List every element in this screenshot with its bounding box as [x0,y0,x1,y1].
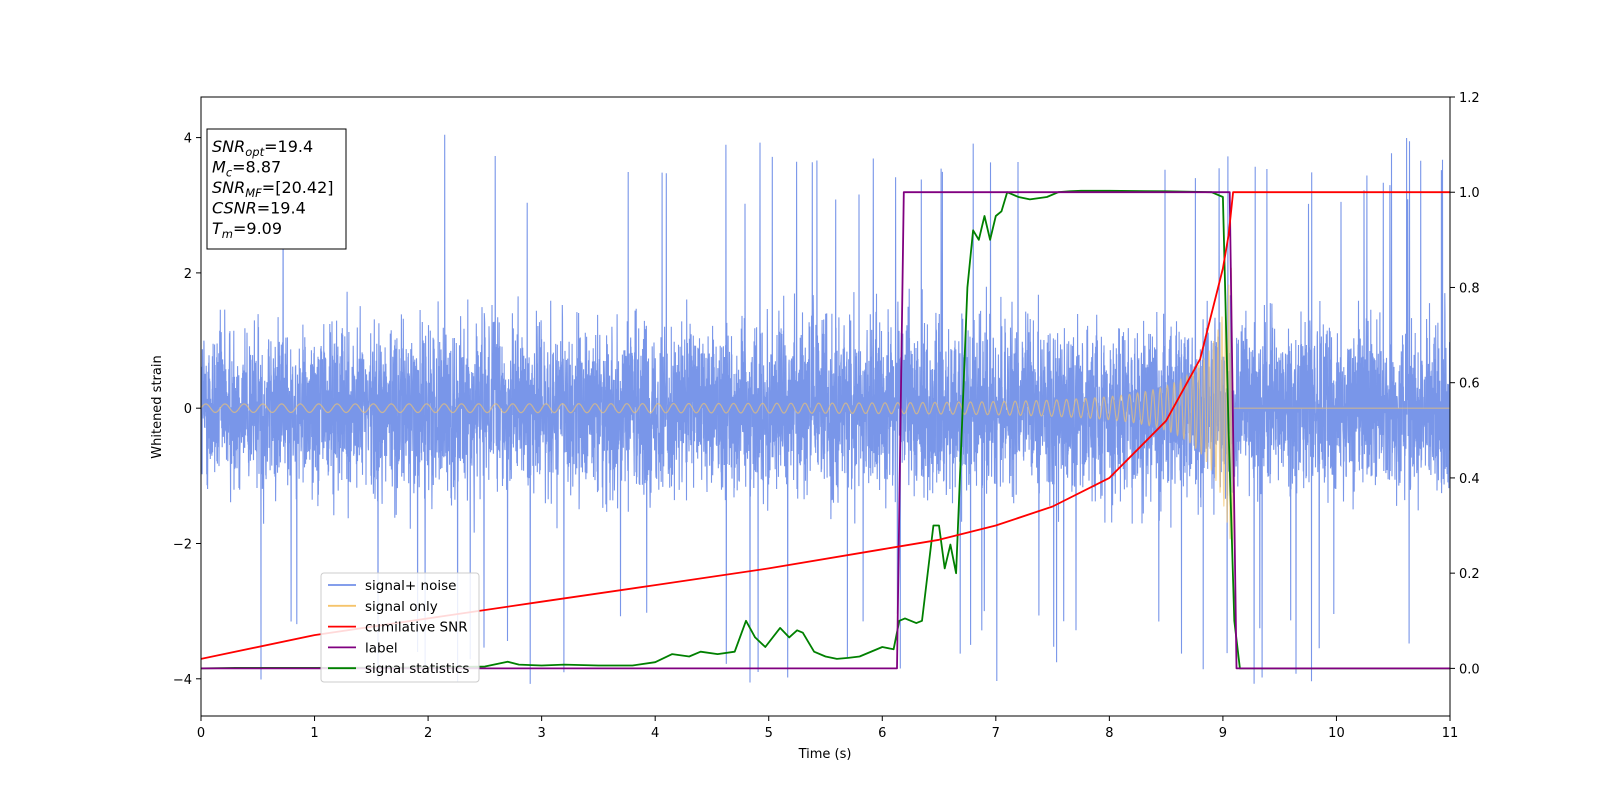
x-tick-label: 10 [1328,726,1345,741]
x-tick-label: 6 [878,726,886,741]
series-signal-statistics-line [201,189,1450,670]
info-box-frame [206,128,347,250]
x-tick-label: 5 [765,726,773,741]
y-tick-label: 0 [184,402,192,417]
info-subscript: MF [245,186,262,200]
y-tick-label: −2 [173,537,192,552]
info-line: Mc=8.87 [212,158,281,180]
x-tick-label: 8 [1105,726,1113,741]
series-label-line [201,191,1450,670]
x-tick-label: 11 [1442,726,1459,741]
info-subscript: m [222,227,233,241]
y2-tick-label: 0.6 [1459,377,1480,392]
x-tick-label: 0 [197,726,205,741]
x-tick-label: 9 [1219,726,1227,741]
y2-tick-label: 1.0 [1459,186,1480,201]
y-axis-left: −4 −2 0 2 4 [173,132,201,688]
info-symbol: M [212,158,226,177]
info-symbol: T [212,219,223,238]
x-tick-label: 1 [310,726,318,741]
y2-tick-label: 0.2 [1459,567,1480,582]
legend: signal+ noise signal only cumilative SNR la… [320,572,480,683]
x-axis: 0 1 2 3 4 5 6 7 8 9 10 11 [197,716,1458,741]
x-tick-label: 2 [424,726,432,741]
info-value: =9.09 [233,219,282,238]
x-tick-label: 7 [992,726,1000,741]
series-signal-noise-line [201,134,1450,684]
legend-label: signal+ noise [365,578,456,594]
series-layer [201,134,1450,684]
y2-tick-label: 1.2 [1459,91,1480,106]
info-symbol: SNR [212,178,245,197]
legend-label: signal only [365,599,438,615]
series-signal-only-line [201,267,1450,559]
info-line: SNRopt=19.4 [212,137,313,159]
y-tick-label: −4 [173,673,192,688]
y2-tick-label: 0.0 [1459,662,1480,677]
info-value: =19.4 [257,199,306,218]
x-tick-label: 3 [537,726,545,741]
info-line: SNRMF=[20.42] [212,178,334,200]
legend-label: label [365,640,398,656]
series-cumulative-snr-line [201,191,1450,660]
info-symbol: CSNR [212,199,257,218]
y2-tick-label: 0.8 [1459,281,1480,296]
info-line: Tm=9.09 [212,219,282,241]
legend-label: signal statistics [365,661,469,677]
info-value: =[20.42] [262,178,334,197]
info-line: CSNR=19.4 [212,199,306,218]
info-subscript: c [226,166,233,180]
info-value: =19.4 [264,137,313,156]
y-tick-label: 4 [184,132,192,147]
x-tick-label: 4 [651,726,659,741]
y-axis-right: 0.0 0.2 0.4 0.6 0.8 1.0 1.2 [1450,91,1480,677]
y-axis-label: Whitened strain [150,355,165,458]
plot-frame [200,96,1451,717]
y-tick-label: 2 [184,267,192,282]
info-symbol: SNR [212,137,245,156]
info-box: SNRopt=19.4Mc=8.87SNRMF=[20.42]CSNR=19.4… [206,128,347,250]
legend-label: cumilative SNR [365,620,468,636]
info-subscript: opt [245,145,264,159]
x-axis-label: Time (s) [798,747,852,762]
y2-tick-label: 0.4 [1459,472,1480,487]
legend-frame [320,572,480,683]
info-value: =8.87 [232,158,281,177]
